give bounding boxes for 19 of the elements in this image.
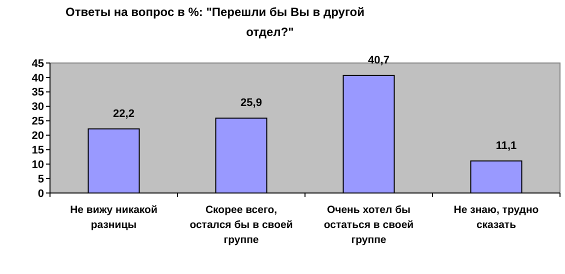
y-tick-label: 35 (32, 86, 44, 99)
x-tick-label: Скорее всего, остался бы в своей группе (190, 204, 293, 246)
data-label: 25,9 (240, 97, 262, 110)
y-tick-label: 30 (32, 101, 44, 114)
y-tick-label: 25 (32, 116, 44, 128)
data-label: 11,1 (496, 140, 517, 152)
y-tick-label: 10 (32, 158, 44, 171)
x-tick-label: Не вижу никакой разницы (70, 204, 158, 231)
y-tick-label: 15 (32, 144, 44, 157)
x-tick-label: Не знаю, трудно сказать (454, 204, 539, 231)
y-tick-label: 40 (32, 72, 44, 84)
y-tick-label: 5 (38, 173, 44, 186)
x-tick-label: Очень хотел бы остаться в своей группе (324, 204, 414, 246)
data-label: 40,7 (368, 54, 390, 66)
chart-title: Ответы на вопрос в %: "Перешли бы Вы в другой отдел?" (66, 5, 364, 39)
y-tick-label: 45 (32, 58, 44, 70)
y-tick-label: 0 (38, 188, 44, 200)
data-label: 22,2 (113, 108, 134, 120)
y-tick-label: 20 (32, 130, 44, 142)
